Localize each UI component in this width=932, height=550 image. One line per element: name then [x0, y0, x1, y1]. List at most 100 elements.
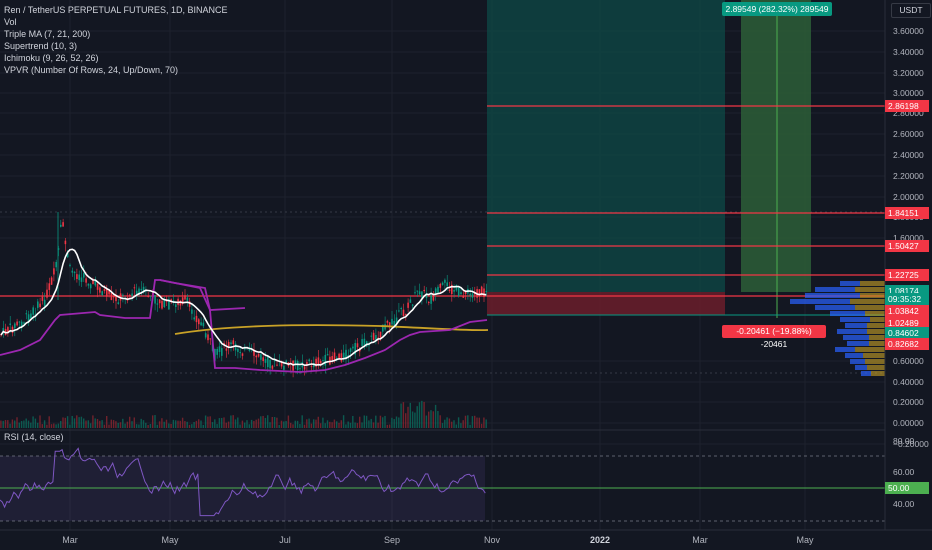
- indicator-ichimoku[interactable]: Ichimoku (9, 26, 52, 26): [4, 53, 99, 63]
- volume-bar: [409, 402, 411, 428]
- candle-body: [191, 309, 193, 314]
- candle-body: [441, 282, 444, 285]
- volume-bar: [57, 423, 60, 428]
- candle-body: [78, 274, 80, 281]
- vpvr-up: [855, 365, 867, 370]
- candle-body: [20, 321, 23, 327]
- vpvr-down: [855, 287, 885, 292]
- candle-body: [234, 343, 237, 351]
- indicator-supertrend[interactable]: Supertrend (10, 3): [4, 41, 78, 51]
- price-tick: 2.60000: [893, 129, 924, 139]
- volume-bar: [287, 415, 290, 428]
- candle-body: [195, 315, 198, 323]
- volume-bar: [407, 406, 409, 428]
- candle-body: [393, 321, 396, 326]
- candle-body: [237, 348, 239, 352]
- volume-bar: [453, 420, 455, 428]
- volume-bar: [457, 417, 460, 428]
- volume-bar: [441, 423, 444, 428]
- candle-body: [9, 323, 11, 325]
- volume-bar: [156, 424, 158, 428]
- volume-bar: [83, 418, 85, 428]
- vpvr-down: [871, 371, 885, 376]
- volume-bar: [331, 422, 333, 428]
- time-tick: Nov: [483, 535, 501, 545]
- volume-bar: [285, 421, 287, 428]
- ma-fast-line: [0, 248, 487, 367]
- profit-zone[interactable]: [741, 0, 811, 292]
- candle-body: [430, 295, 432, 304]
- candle-body: [464, 291, 467, 295]
- candle-body: [101, 291, 103, 296]
- target-zone[interactable]: [487, 0, 725, 292]
- candle-body: [306, 362, 308, 365]
- indicator-vol[interactable]: Vol: [4, 17, 17, 27]
- candle-body: [131, 293, 133, 297]
- candle-body: [94, 279, 97, 286]
- candle-body: [14, 323, 16, 329]
- candle-body: [432, 294, 435, 301]
- volume-bar: [246, 420, 248, 428]
- volume-bar: [0, 420, 2, 428]
- volume-bar: [313, 419, 315, 428]
- vpvr-down: [865, 359, 885, 364]
- indicator-vpvr[interactable]: VPVR (Number Of Rows, 24, Up/Down, 70): [4, 65, 179, 75]
- vpvr-down: [867, 329, 885, 334]
- candle-body: [214, 348, 216, 361]
- volume-bar: [306, 419, 308, 428]
- volume-bar: [18, 422, 20, 428]
- volume-bar: [411, 411, 414, 428]
- volume-bar: [324, 423, 326, 428]
- candle-body: [303, 366, 306, 370]
- candle-body: [444, 279, 446, 283]
- candle-body: [248, 348, 251, 351]
- volume-bar: [280, 420, 283, 428]
- candle-body: [87, 283, 90, 286]
- candle-body: [156, 303, 159, 305]
- time-tick: Mar: [62, 535, 78, 545]
- vpvr-up: [815, 287, 855, 292]
- volume-bar: [140, 418, 142, 428]
- candle-body: [142, 286, 145, 293]
- volume-bar: [446, 417, 448, 428]
- candlesticks[interactable]: [0, 212, 488, 378]
- candle-body: [262, 357, 264, 361]
- vpvr-up: [840, 281, 860, 286]
- volume-bar: [257, 418, 260, 428]
- currency-unit[interactable]: USDT: [891, 3, 931, 18]
- candle-body: [428, 302, 430, 304]
- candle-body: [375, 335, 377, 340]
- volume-bar: [244, 422, 246, 428]
- volume-bar: [117, 422, 119, 428]
- volume-bar: [239, 424, 241, 428]
- volume-bar: [467, 415, 469, 428]
- stop-zone[interactable]: [487, 292, 725, 315]
- volume-bar: [439, 415, 441, 428]
- rsi-legend[interactable]: RSI (14, close): [4, 432, 64, 442]
- volume-bar: [292, 424, 294, 428]
- symbol-title[interactable]: Ren / TetherUS PERPETUAL FUTURES, 1D, BI…: [4, 5, 228, 15]
- candle-body: [23, 322, 25, 324]
- volume-bar: [39, 415, 41, 428]
- candle-body: [296, 361, 299, 371]
- volume-bar: [50, 424, 53, 428]
- indicator-triple-ma[interactable]: Triple MA (7, 21, 200): [4, 29, 91, 39]
- volume-bar: [437, 410, 439, 428]
- price-tick: 1.60000: [893, 233, 924, 243]
- volume-bar: [37, 422, 39, 428]
- volume-bar: [60, 420, 62, 428]
- candle-body: [437, 286, 439, 294]
- volume-bar: [234, 419, 237, 428]
- volume-bar: [347, 421, 349, 428]
- volume-bar: [138, 424, 140, 428]
- volume-bar: [223, 417, 225, 428]
- volume-bar: [294, 420, 296, 428]
- candle-body: [409, 299, 412, 303]
- candle-body: [382, 324, 384, 332]
- candle-body: [172, 300, 175, 302]
- price-tick: 3.20000: [893, 68, 924, 78]
- candle-body: [322, 360, 324, 362]
- volume-bar: [119, 422, 122, 428]
- volume-bar: [414, 412, 416, 428]
